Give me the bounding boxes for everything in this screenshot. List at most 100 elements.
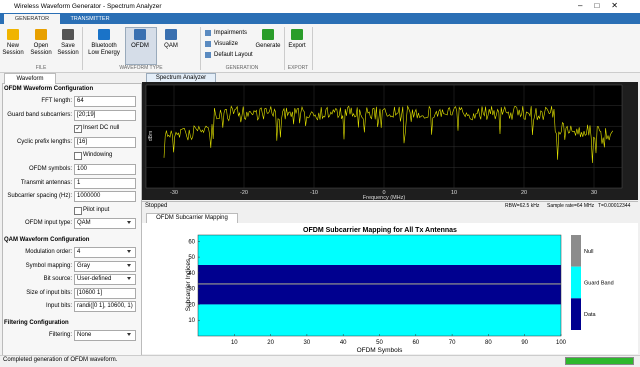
text-field[interactable]: [20;19] xyxy=(74,109,136,121)
checkbox-label[interactable]: Windowing xyxy=(83,152,113,159)
small-button-icon xyxy=(205,52,211,58)
checkbox-label[interactable]: Insert DC null xyxy=(83,125,120,132)
section-header[interactable]: Filtering Configuration xyxy=(4,320,69,326)
window-controls[interactable]: –□✕ xyxy=(578,1,630,10)
field-label: Input bits: xyxy=(45,303,72,310)
readout: RBW=62.5 kHz xyxy=(505,203,540,209)
button-label[interactable]: Session xyxy=(30,50,52,56)
band xyxy=(198,235,561,265)
dropdown-arrow xyxy=(127,221,131,225)
dropdown[interactable]: None xyxy=(74,330,136,341)
status-bar xyxy=(0,355,640,367)
text-field[interactable]: randi([0 1], 10600, 1) xyxy=(74,301,136,313)
legend-swatch xyxy=(571,298,581,330)
x-tick-label: -30 xyxy=(170,190,178,196)
button-label[interactable]: QAM xyxy=(164,43,178,49)
field-label: Subcarrier spacing (Hz): xyxy=(7,193,72,200)
panel-tab[interactable]: Waveform xyxy=(4,73,56,84)
y-tick-label: 10 xyxy=(188,318,195,324)
field-label: Guard band subcarriers: xyxy=(7,111,72,118)
dropdown[interactable]: 4 xyxy=(74,247,136,258)
x-tick-label: 50 xyxy=(376,340,383,346)
status-text: Stopped xyxy=(145,203,168,209)
small-button-icon xyxy=(205,41,211,47)
x-axis-label: Frequency (MHz) xyxy=(363,195,406,201)
legend-swatch xyxy=(571,266,581,299)
legend-swatch xyxy=(571,235,581,267)
dropdown[interactable]: Gray xyxy=(74,260,136,272)
field-label: Modulation order: xyxy=(25,249,72,255)
button-icon xyxy=(165,29,177,40)
dropdown[interactable]: User-defined xyxy=(74,274,136,286)
small-button[interactable]: Visualize xyxy=(214,41,238,47)
section-separator xyxy=(82,27,83,70)
section-separator xyxy=(200,27,201,70)
checkbox[interactable] xyxy=(74,152,82,161)
section-header[interactable]: QAM Waveform Configuration xyxy=(4,237,90,243)
button-icon xyxy=(62,29,74,40)
section-separator xyxy=(284,27,285,70)
button-icon xyxy=(134,29,146,40)
button-label[interactable]: Session xyxy=(57,50,79,56)
x-tick-label: 100 xyxy=(556,340,567,346)
dropdown[interactable]: QAM xyxy=(74,218,136,230)
field-label: Bit source: xyxy=(43,276,72,283)
button-label[interactable]: Bluetooth xyxy=(91,43,117,49)
checkbox[interactable] xyxy=(74,206,82,215)
x-tick-label: -10 xyxy=(310,190,318,196)
field-label: FFT length: xyxy=(41,98,72,104)
text-field[interactable]: 100 xyxy=(74,164,136,175)
small-button-icon xyxy=(205,30,211,36)
status-message: Completed generation of OFDM waveform. xyxy=(3,357,118,363)
x-tick-label: 0 xyxy=(382,190,385,196)
x-tick-label: 80 xyxy=(485,340,492,346)
text-field[interactable]: 1000000 xyxy=(74,191,136,203)
field-label: OFDM input type: xyxy=(24,220,72,227)
field-label: Size of input bits: xyxy=(26,289,72,296)
field-label: OFDM symbols: xyxy=(28,166,72,172)
checkbox-label[interactable]: Pilot input xyxy=(83,206,110,213)
text-field[interactable]: [10600 1] xyxy=(74,287,136,299)
text-field[interactable]: [16] xyxy=(74,136,136,148)
button-label[interactable]: Open xyxy=(33,43,49,49)
button-icon xyxy=(35,29,47,40)
x-tick-label: -20 xyxy=(240,190,248,196)
field-label: Transmit antennas: xyxy=(20,179,72,186)
button-label[interactable]: New xyxy=(6,43,19,49)
button-icon xyxy=(98,29,110,40)
button-label[interactable]: Low Energy xyxy=(88,50,120,56)
section-header[interactable]: OFDM Waveform Configuration xyxy=(4,86,94,92)
small-button[interactable]: Impairments xyxy=(214,30,248,36)
legend-label: Data xyxy=(584,312,597,318)
legend-label: Guard Band xyxy=(584,281,614,287)
button-icon xyxy=(262,29,274,40)
section-label: GENERATION xyxy=(225,65,259,71)
checkbox[interactable]: ✓ xyxy=(74,125,82,134)
text-field[interactable]: 1 xyxy=(74,177,136,189)
section-label: FILE xyxy=(35,65,47,71)
y-tick-label: 50 xyxy=(188,255,195,261)
button-label[interactable]: Export xyxy=(288,43,306,49)
x-tick-label: 20 xyxy=(267,340,274,346)
ribbon-tab[interactable]: TRANSMITTER xyxy=(70,16,110,22)
section-label: WAVEFORM TYPE xyxy=(119,65,163,71)
band xyxy=(198,283,561,285)
button-label[interactable]: Session xyxy=(2,50,24,56)
small-button[interactable]: Default Layout xyxy=(214,52,253,58)
y-axis-label: dBm xyxy=(148,131,154,141)
dropdown-arrow xyxy=(127,277,131,281)
readout: Sample rate=64 MHz xyxy=(547,203,595,209)
field-label: Symbol mapping: xyxy=(25,262,72,269)
y-tick-label: 30 xyxy=(188,287,195,293)
section-label: EXPORT xyxy=(287,65,309,71)
text-field[interactable]: 64 xyxy=(74,96,136,107)
progress-bar xyxy=(565,357,634,365)
ribbon-tab[interactable]: GENERATOR xyxy=(4,14,60,24)
button-label[interactable]: Generate xyxy=(255,43,281,49)
button-label[interactable]: OFDM xyxy=(131,43,149,49)
y-axis-label: Subcarrier Indices xyxy=(185,258,192,311)
button-label[interactable]: Save xyxy=(61,43,75,49)
y-tick-label: 60 xyxy=(188,239,195,245)
readout: T=0.00012344 xyxy=(598,203,631,209)
